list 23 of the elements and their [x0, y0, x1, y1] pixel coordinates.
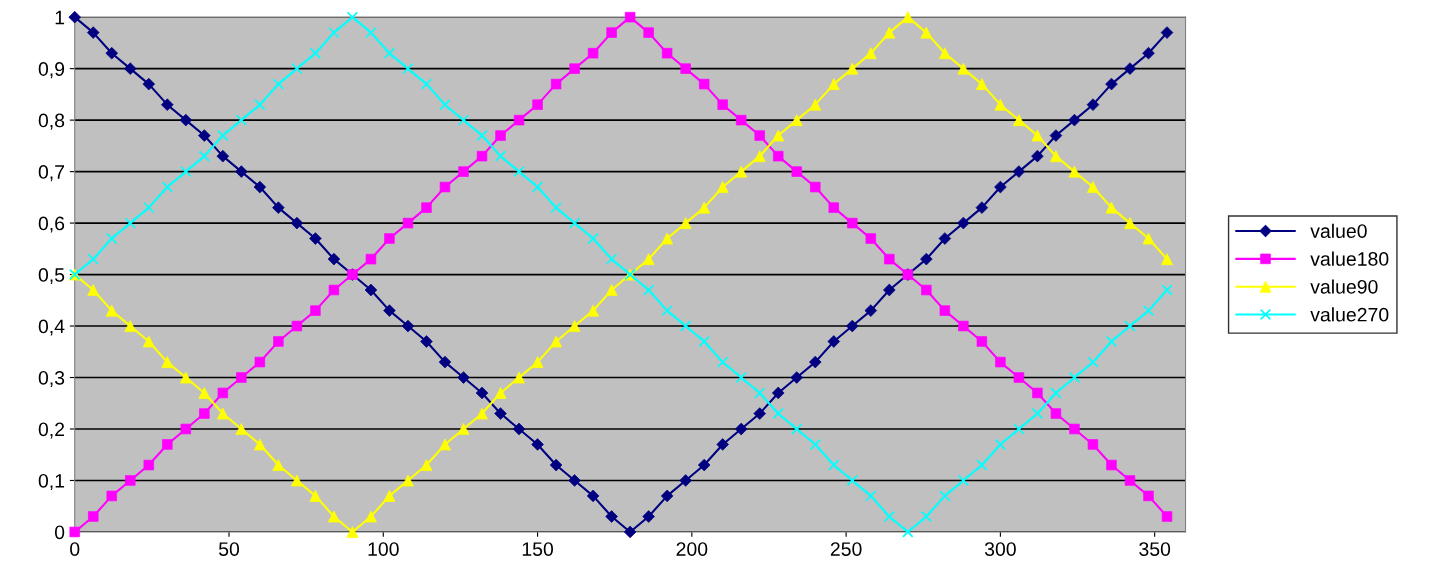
y-tick-label: 0,8	[38, 113, 65, 130]
legend-label: value180	[1310, 251, 1389, 266]
x-tick-label: 300	[984, 542, 1016, 556]
x-tick-label: 150	[522, 542, 554, 556]
legend-label: value0	[1310, 223, 1367, 239]
y-tick-label: 0	[54, 525, 65, 540]
x-tick-label: 0	[70, 542, 80, 556]
y-tick-label: 0,2	[38, 422, 65, 439]
legend-label: value270	[1310, 307, 1389, 322]
x-tick-label: 100	[368, 542, 399, 556]
x-tick-label: 200	[676, 542, 708, 556]
y-tick-label: 0,9	[38, 62, 65, 79]
y-tick-label: 0,3	[38, 370, 65, 388]
y-tick-label: 0,5	[38, 268, 65, 285]
x-tick-label: 350	[1139, 542, 1171, 556]
y-tick-label: 0,7	[38, 165, 65, 182]
legend-label: value90	[1310, 279, 1378, 294]
x-tick-label: 250	[830, 542, 862, 556]
y-tick-label: 0,6	[38, 216, 65, 233]
y-tick-label: 0,1	[38, 473, 65, 491]
y-tick-label: 1	[55, 10, 65, 25]
x-tick-label: 50	[218, 542, 240, 556]
y-tick-label: 0,4	[38, 319, 65, 336]
